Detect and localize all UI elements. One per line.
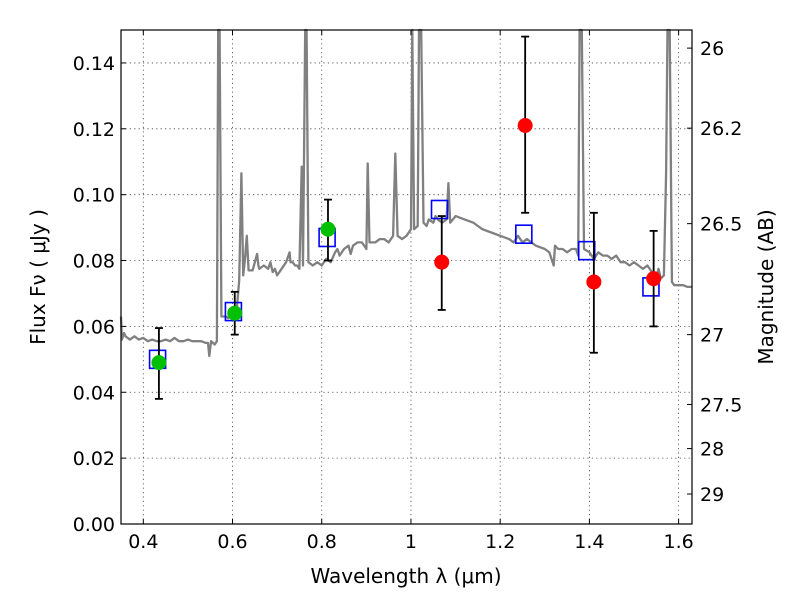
green-data-point	[320, 221, 336, 237]
y-tick-label: 0.10	[73, 185, 115, 207]
x-tick-label: 1.2	[485, 531, 515, 553]
x-tick-label: 0.8	[307, 531, 337, 553]
y-axis-label: Flux Fν ( μJy )	[26, 209, 50, 345]
red-data-point	[586, 274, 602, 290]
y-tick-label: 0.12	[73, 119, 115, 141]
red-data-point	[517, 118, 533, 134]
y2-tick-label: 27	[700, 325, 724, 347]
green-data-point	[227, 305, 243, 321]
x-tick-label: 0.4	[128, 531, 158, 553]
x-tick-label: 1.4	[574, 531, 604, 553]
plot-frame	[120, 29, 693, 525]
plot-layer	[119, 28, 692, 400]
y-tick-label: 0.02	[73, 448, 115, 470]
red-data-point	[434, 254, 450, 270]
y2-tick-label: 28	[700, 439, 724, 461]
x-tick-label: 1	[405, 531, 417, 553]
x-tick-label: 1.6	[664, 531, 694, 553]
red-data-point	[646, 271, 662, 287]
spectrum-line	[119, 28, 692, 358]
x-axis-label: Wavelength λ (μm)	[310, 564, 501, 588]
x-tick-label: 0.6	[217, 531, 247, 553]
y-tick-label: 0.04	[73, 382, 115, 404]
y2-tick-label: 26.5	[700, 214, 742, 236]
grid-layer	[121, 30, 692, 525]
y-tick-label: 0.06	[73, 316, 115, 338]
y2-axis-label: Magnitude (AB)	[754, 209, 778, 364]
tick-layer: 0.4 0.6 0.8 1 1.2 1.4 1.6 0.00 0.02 0.04 0.06 0.08 0…	[73, 30, 742, 553]
model-square-point	[430, 199, 449, 220]
model-square-point	[515, 224, 533, 244]
y2-tick-label: 29	[700, 484, 724, 506]
green-data-point	[151, 355, 167, 371]
y2-tick-label: 27.5	[700, 394, 742, 416]
y2-tick-label: 26.2	[700, 118, 742, 140]
y2-tick-label: 26	[700, 38, 724, 60]
y-tick-label: 0.14	[73, 53, 115, 75]
y-tick-label: 0.08	[73, 251, 115, 273]
y-tick-label: 0.00	[73, 514, 115, 536]
